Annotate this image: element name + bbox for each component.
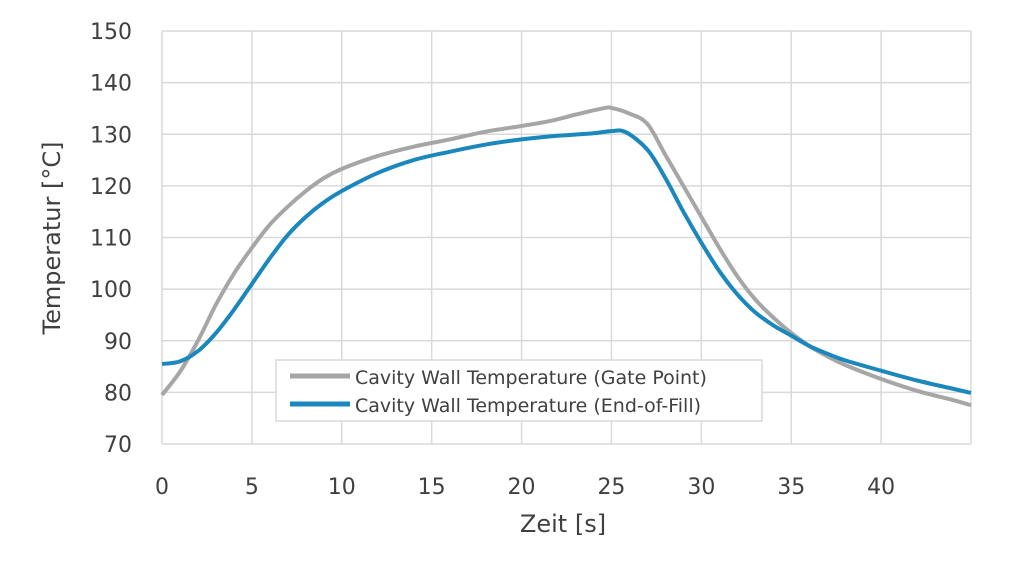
legend: Cavity Wall Temperature (Gate Point) Cav…	[275, 359, 763, 422]
legend-label-gate-point: Cavity Wall Temperature (Gate Point)	[355, 367, 707, 389]
x-axis-label: Zeit [s]	[520, 510, 606, 538]
y-tick-label: 90	[104, 330, 132, 355]
x-tick-label: 10	[328, 475, 356, 500]
x-tick-labels: 0 5 10 15 20 25 30 35 40	[155, 475, 895, 500]
y-tick-label: 150	[90, 20, 132, 45]
series-lines	[160, 105, 972, 408]
legend-label-end-of-fill: Cavity Wall Temperature (End-of-Fill)	[355, 395, 701, 417]
x-tick-label: 0	[155, 475, 169, 500]
y-tick-label: 120	[90, 175, 132, 200]
x-tick-label: 20	[508, 475, 536, 500]
x-tick-label: 30	[687, 475, 715, 500]
y-tick-label: 110	[90, 227, 132, 252]
y-tick-labels: 70 80 90 100 110 120 130 140 150	[90, 20, 132, 458]
x-tick-label: 5	[245, 475, 259, 500]
y-axis-label: Temperatur [°C]	[38, 142, 66, 336]
x-tick-label: 35	[777, 475, 805, 500]
legend-box	[275, 359, 763, 422]
y-tick-label: 130	[90, 123, 132, 148]
y-tick-label: 140	[90, 72, 132, 97]
x-tick-label: 15	[418, 475, 446, 500]
x-tick-label: 40	[867, 475, 895, 500]
y-tick-label: 100	[90, 278, 132, 303]
y-tick-label: 70	[104, 433, 132, 458]
x-tick-label: 25	[597, 475, 625, 500]
y-tick-label: 80	[104, 381, 132, 406]
series-line-1	[161, 128, 972, 395]
